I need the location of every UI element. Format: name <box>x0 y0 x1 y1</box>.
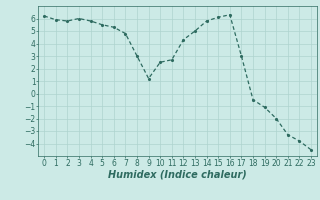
X-axis label: Humidex (Indice chaleur): Humidex (Indice chaleur) <box>108 169 247 179</box>
